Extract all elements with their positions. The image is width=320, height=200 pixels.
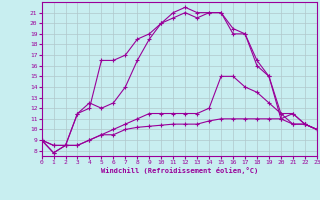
X-axis label: Windchill (Refroidissement éolien,°C): Windchill (Refroidissement éolien,°C) [100,167,258,174]
